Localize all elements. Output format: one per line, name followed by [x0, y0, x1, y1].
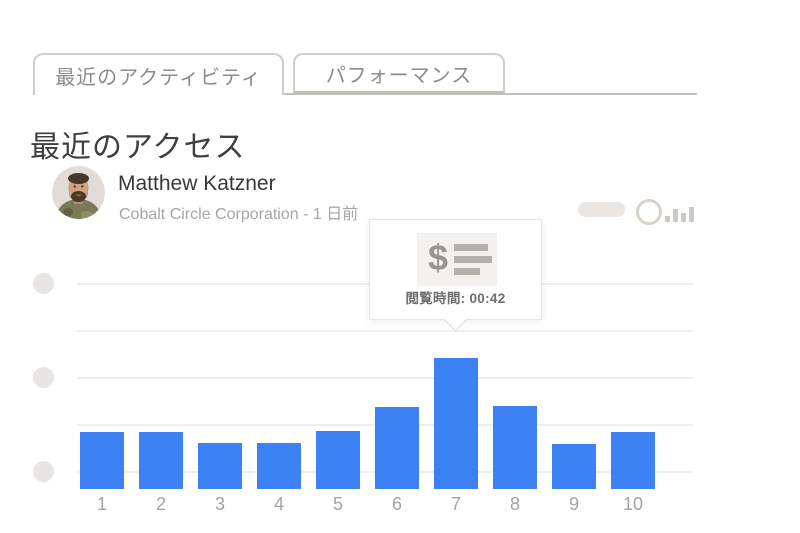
bar-8[interactable]: [493, 406, 537, 489]
bar-9[interactable]: [552, 444, 596, 489]
tab-performance[interactable]: パフォーマンス: [293, 53, 505, 93]
tab-recent-activity[interactable]: 最近のアクティビティ: [33, 53, 284, 95]
avatar: [52, 166, 105, 219]
bar-7[interactable]: [434, 358, 478, 489]
y-axis-skeleton-dot: [33, 272, 54, 294]
tab-performance-label: パフォーマンス: [325, 64, 473, 87]
tab-recent-activity-label: 最近のアクティビティ: [55, 66, 262, 89]
gridline: [77, 330, 693, 332]
x-tick-label-10: 10: [622, 494, 644, 514]
bar-chart-icon-bar: [689, 207, 694, 222]
bar-4[interactable]: [257, 443, 301, 489]
chart-tooltip: $ 閲覧時間: 00:42: [369, 219, 542, 332]
pill-skeleton: [578, 202, 625, 217]
bar-chart-icon[interactable]: [665, 206, 694, 222]
bar-chart-icon-bar: [681, 213, 686, 222]
bar-2[interactable]: [139, 432, 183, 489]
x-tick-label-9: 9: [568, 494, 579, 514]
bar-3[interactable]: [198, 443, 242, 489]
text-line-icon: [454, 256, 492, 263]
page-title: 最近のアクセス: [30, 131, 246, 164]
x-tick-label-3: 3: [214, 494, 225, 514]
x-tick-label-1: 1: [96, 494, 107, 514]
dollar-glyph: $: [428, 237, 449, 278]
recent-access-list-item[interactable]: Matthew Katzner Cobalt Circle Corporatio…: [52, 166, 697, 225]
x-tick-label-2: 2: [155, 494, 166, 514]
text-line-icon: [454, 244, 488, 251]
gridline: [77, 377, 693, 379]
user-name: Matthew Katzner: [118, 172, 276, 195]
bar-chart-icon-bar: [665, 216, 670, 222]
dollar-document-icon: $: [417, 233, 497, 286]
x-tick-label-8: 8: [509, 494, 520, 514]
ring-icon[interactable]: [636, 199, 662, 225]
bar-5[interactable]: [316, 431, 360, 489]
tab-bar-divider: [284, 93, 697, 95]
x-tick-label-4: 4: [273, 494, 284, 514]
tooltip-viewing-time: 閲覧時間: 00:42: [405, 291, 506, 306]
y-axis-skeleton-dot: [33, 460, 54, 482]
text-line-icon: [454, 268, 480, 275]
user-company-time: Cobalt Circle Corporation - 1 日前: [119, 206, 359, 223]
bar-chart-icon-bar: [673, 209, 678, 222]
x-tick-label-7: 7: [450, 494, 461, 514]
y-axis-skeleton-dot: [33, 366, 54, 388]
bar-1[interactable]: [80, 432, 124, 489]
x-tick-label-6: 6: [391, 494, 402, 514]
bar-6[interactable]: [375, 407, 419, 489]
bar-10[interactable]: [611, 432, 655, 489]
x-tick-label-5: 5: [332, 494, 343, 514]
